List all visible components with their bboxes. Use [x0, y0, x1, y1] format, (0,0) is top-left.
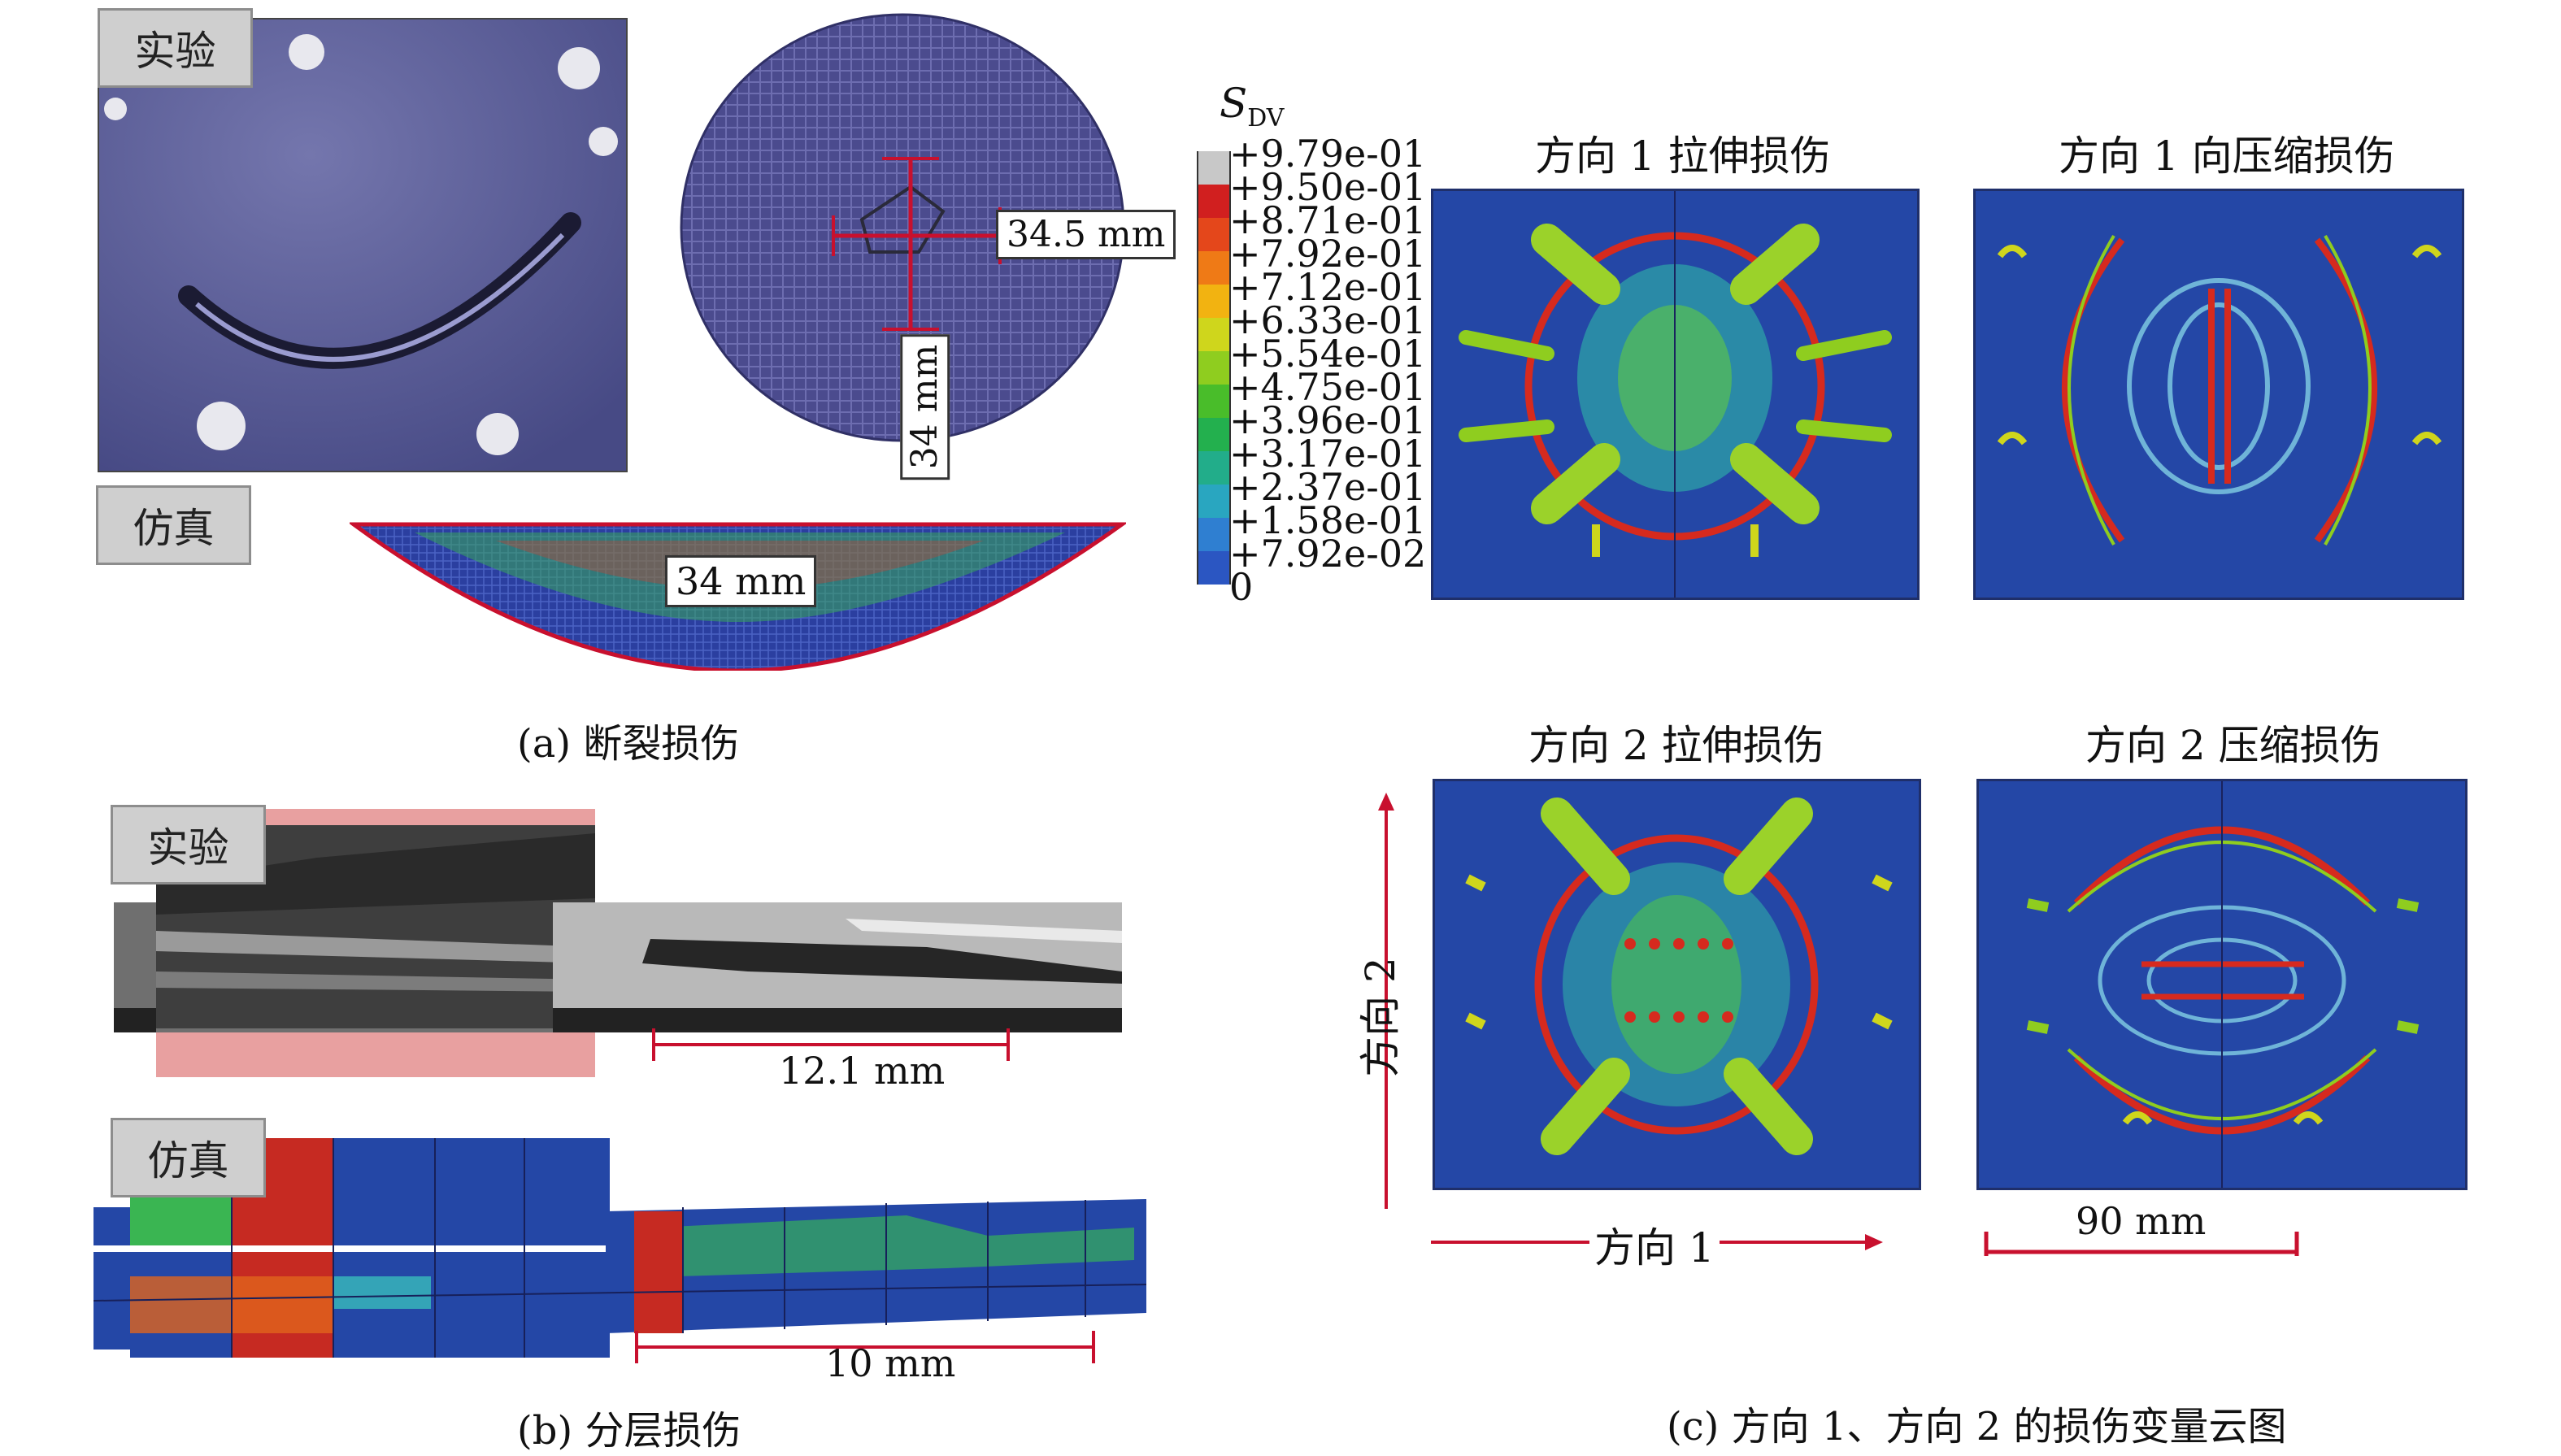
legend-swatch — [1197, 418, 1231, 451]
dimension-line-experiment-b — [652, 1028, 1010, 1061]
experiment-plate-photo — [98, 18, 628, 472]
dimension-line-simulation-b — [635, 1331, 1095, 1363]
legend-swatch — [1197, 551, 1231, 585]
legend-swatch — [1197, 385, 1231, 418]
axis-label-direction2: 方向 2 — [1356, 957, 1404, 1077]
legend-swatch — [1197, 218, 1231, 251]
caption-a: (a) 断裂损伤 — [517, 721, 740, 767]
legend-swatch — [1197, 485, 1231, 518]
tag-experiment-a: 实验 — [98, 8, 253, 88]
legend-value-label: +3.96e-01 — [1229, 398, 1427, 442]
legend-value-label: +2.37e-01 — [1229, 465, 1427, 509]
simulation-dimension-a: 34 mm — [665, 555, 817, 607]
contour-direction2-tension — [1433, 779, 1921, 1190]
legend-title-main: S — [1220, 80, 1248, 127]
contour-direction1-compression — [1973, 189, 2464, 600]
contour-direction2-compression — [1976, 779, 2468, 1190]
legend-title-sub: DV — [1247, 104, 1285, 133]
title-direction1-compression: 方向 1 向压缩损伤 — [2059, 133, 2395, 180]
disc-dimension-horizontal: 34.5 mm — [996, 210, 1176, 259]
title-direction2-compression: 方向 2 压缩损伤 — [2085, 722, 2381, 769]
contour-direction1-tension — [1431, 189, 1920, 600]
legend-value-label: +5.54e-01 — [1229, 332, 1427, 376]
legend-value-label: +1.58e-01 — [1229, 498, 1427, 542]
legend-swatch — [1197, 251, 1231, 285]
legend-swatch — [1197, 151, 1231, 185]
legend-value-label: +3.17e-01 — [1229, 432, 1427, 476]
axis-direction2-arrow — [1378, 793, 1394, 1209]
legend-title: SDV — [1220, 80, 1284, 133]
plate-crack-drawing — [99, 20, 626, 471]
legend-value-label: +8.71e-01 — [1229, 198, 1427, 242]
legend-value-label: 0 — [1229, 565, 1254, 609]
legend-swatch — [1197, 318, 1231, 351]
legend-swatch — [1197, 185, 1231, 218]
caption-c: (c) 方向 1、方向 2 的损伤变量云图 — [1667, 1404, 2287, 1449]
caption-b: (b) 分层损伤 — [517, 1408, 741, 1454]
dimension-label-simulation-b: 10 mm — [825, 1341, 956, 1385]
dimension-label-experiment-b: 12.1 mm — [779, 1049, 946, 1093]
tag-simulation-a: 仿真 — [96, 485, 251, 565]
legend-value-label: +9.50e-01 — [1229, 165, 1427, 209]
legend-value-label: +6.33e-01 — [1229, 298, 1427, 342]
legend-value-label: +4.75e-01 — [1229, 365, 1427, 409]
legend-value-label: +9.79e-01 — [1229, 132, 1427, 176]
legend-value-label: +7.12e-01 — [1229, 265, 1427, 309]
axis-label-direction1: 方向 1 — [1589, 1215, 1720, 1274]
legend-swatch — [1197, 351, 1231, 385]
title-direction1-tension: 方向 1 拉伸损伤 — [1535, 133, 1831, 180]
legend-value-label: +7.92e-01 — [1229, 232, 1427, 276]
disc-dimension-vertical: 34 mm — [900, 333, 950, 480]
title-direction2-tension: 方向 2 拉伸损伤 — [1528, 722, 1824, 769]
scale-label: 90 mm — [2076, 1199, 2207, 1243]
legend-swatch — [1197, 518, 1231, 551]
tag-simulation-b: 仿真 — [111, 1118, 266, 1197]
legend-swatch — [1197, 451, 1231, 485]
tag-experiment-b: 实验 — [111, 805, 266, 884]
scale-bar — [1984, 1232, 2299, 1256]
legend-swatch — [1197, 285, 1231, 318]
delamination-photo — [114, 809, 1122, 1077]
legend-value-label: +7.92e-02 — [1229, 532, 1427, 576]
